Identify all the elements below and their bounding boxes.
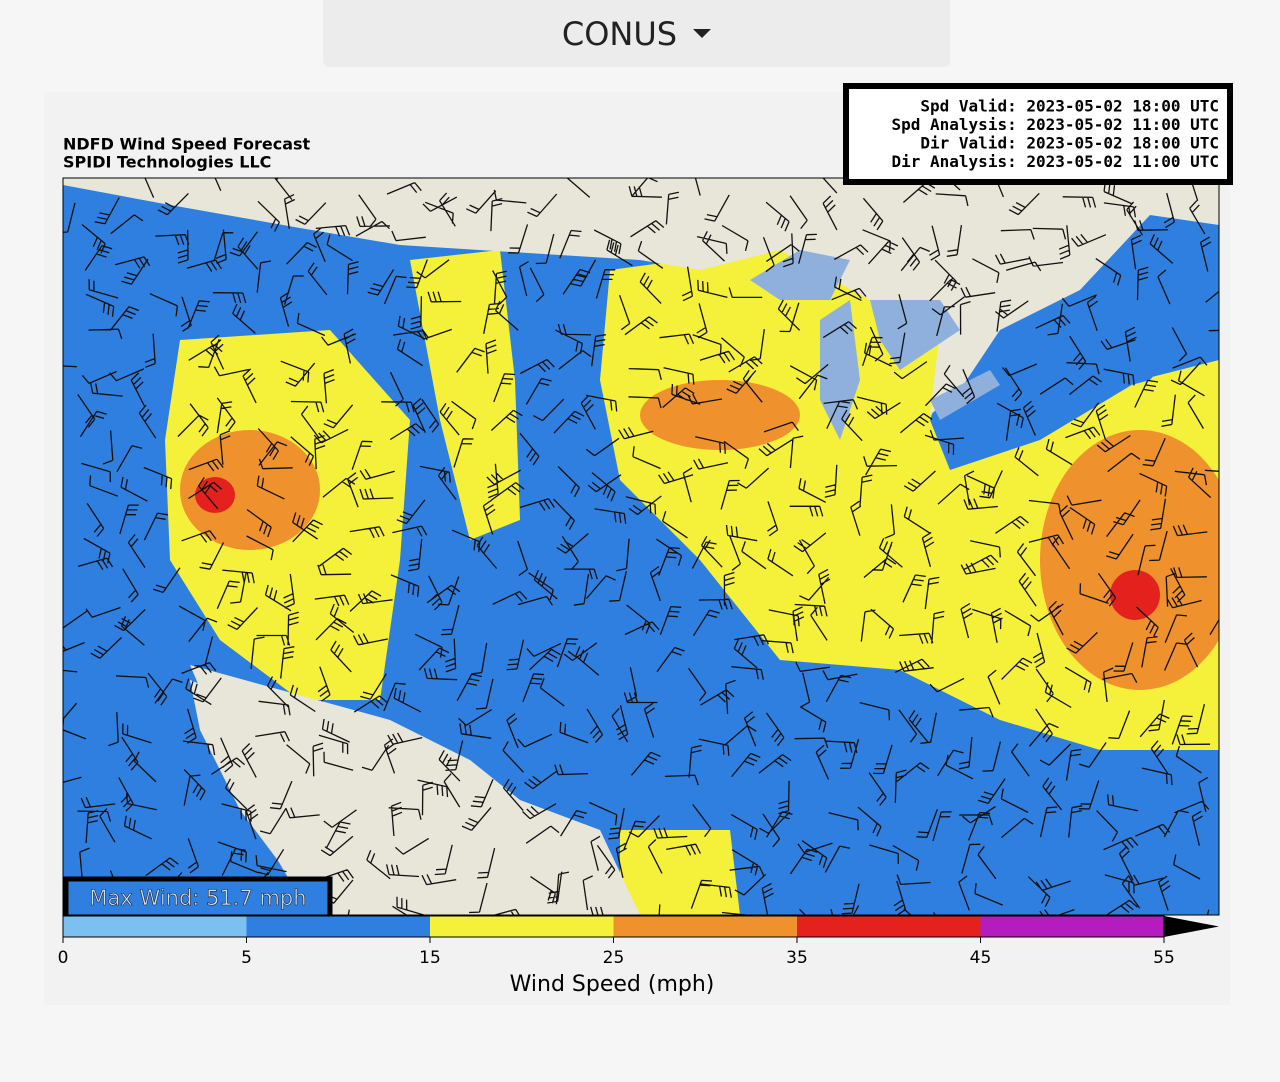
colorbar-tick-label: 15	[419, 948, 441, 968]
colorbar-label: Wind Speed (mph)	[510, 972, 715, 997]
colorbar-segment	[613, 916, 797, 937]
max-wind: Max Wind: 51.7 mph	[89, 886, 306, 910]
colorbar-tick-label: 0	[58, 948, 69, 968]
times-box	[843, 83, 1233, 185]
colorbar-tick-label: 45	[970, 948, 992, 968]
wind-barbs	[63, 178, 1219, 915]
valid-time: Spd Analysis: 2023-05-02 11:00 UTC	[891, 115, 1219, 134]
colorbar-segment	[980, 916, 1164, 937]
valid-time: Dir Valid: 2023-05-02 18:00 UTC	[920, 134, 1219, 153]
colorbar-segment	[430, 916, 614, 937]
colorbar-tick-label: 25	[603, 948, 625, 968]
colorbar-tick-label: 5	[241, 948, 252, 968]
valid-time: Spd Valid: 2023-05-02 18:00 UTC	[920, 97, 1219, 116]
colorbar-tick-label: 35	[786, 948, 808, 968]
region-label: CONUS	[561, 14, 678, 53]
colorbar-tick-label: 55	[1153, 948, 1175, 968]
colorbar-segment	[797, 916, 981, 937]
colorbar-segment	[246, 916, 430, 937]
max-wind-box	[63, 876, 333, 920]
colorbar-extend	[1164, 916, 1219, 937]
valid-time: Dir Analysis: 2023-05-02 11:00 UTC	[891, 152, 1219, 171]
map-area	[63, 178, 1219, 915]
map-credit: SPIDI Technologies LLC	[63, 153, 271, 172]
caret	[693, 28, 712, 38]
region-dropdown[interactable]: CONUS	[323, 0, 950, 67]
map-title: NDFD Wind Speed Forecast	[63, 135, 311, 154]
colorbar-segment	[63, 916, 247, 937]
